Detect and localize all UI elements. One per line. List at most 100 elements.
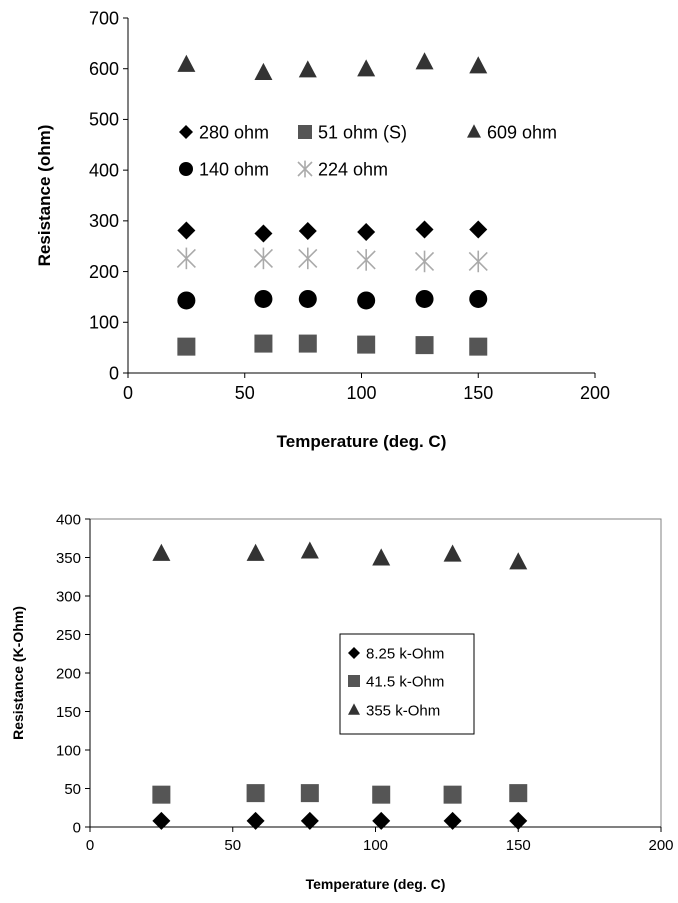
y-tick-label: 200 (56, 665, 81, 682)
data-point-triangle (415, 52, 434, 70)
y-tick-label: 500 (89, 110, 119, 130)
series-square (152, 784, 528, 804)
data-point-square (254, 334, 273, 353)
data-point-square (177, 337, 196, 356)
y-axis-title: Resistance (K-Ohm) (10, 606, 26, 740)
data-point-square (469, 337, 488, 356)
data-point-diamond (357, 223, 376, 242)
data-point-asterisk (468, 250, 488, 273)
series-square (177, 334, 488, 356)
data-point-diamond (415, 220, 434, 239)
legend-label: 8.25 k-Ohm (366, 645, 444, 662)
y-tick-label: 150 (56, 704, 81, 721)
data-point-triangle (443, 544, 462, 562)
legend-marker-triangle (348, 703, 360, 715)
x-axis-title: Temperature (deg. C) (277, 432, 447, 451)
y-tick-label: 300 (89, 211, 119, 231)
data-point-circle (298, 289, 317, 308)
legend: 280 ohm 51 ohm (S) 609 ohm 140 ohm 224 ohm (179, 122, 557, 179)
series-diamond (177, 220, 488, 243)
data-point-square (509, 784, 528, 803)
legend: 8.25 k-Ohm 41.5 k-Ohm 355 k-Ohm (339, 633, 475, 735)
series-asterisk (176, 247, 488, 273)
data-point-square (415, 336, 434, 355)
y-tick-label: 400 (56, 511, 81, 528)
y-tick-label: 300 (56, 588, 81, 605)
legend-marker-square (298, 125, 312, 139)
data-point-diamond (152, 811, 171, 830)
legend-marker-square (348, 675, 360, 687)
data-point-square (298, 334, 317, 353)
y-tick-label: 250 (56, 627, 81, 644)
y-tick-label: 400 (89, 160, 119, 180)
data-point-square (357, 335, 376, 354)
data-point-square (152, 785, 171, 804)
data-point-triangle (509, 552, 528, 570)
data-point-diamond (177, 221, 196, 240)
x-tick-label: 100 (363, 837, 388, 854)
legend-label: 355 k-Ohm (366, 702, 440, 719)
data-point-asterisk (253, 247, 273, 270)
data-point-triangle (469, 56, 488, 74)
x-tick-label: 150 (506, 837, 531, 854)
data-point-triangle (372, 548, 391, 566)
data-point-square (443, 785, 462, 804)
data-point-asterisk (356, 249, 376, 271)
legend-label: 280 ohm (199, 122, 269, 142)
y-tick-label: 100 (89, 313, 119, 333)
data-point-circle (357, 291, 376, 310)
data-point-circle (254, 289, 273, 308)
x-tick-label: 200 (648, 837, 673, 854)
chart-2: 0 50 100 150 200 0 50 100 150 200 250 300 350 400 Temp… (10, 511, 674, 892)
x-tick-label: 0 (86, 837, 94, 854)
data-point-triangle (357, 59, 376, 77)
chart-1: 0 50 100 150 200 0 100 200 300 400 500 600 700 Temper… (35, 8, 610, 451)
data-point-asterisk (176, 247, 196, 270)
data-point-circle (177, 291, 196, 310)
x-tick-label: 100 (346, 383, 376, 403)
data-point-diamond (372, 811, 391, 830)
data-point-triangle (177, 54, 196, 72)
data-point-circle (415, 289, 434, 308)
legend-marker-circle (179, 162, 193, 176)
data-point-diamond (254, 224, 273, 243)
y-tick-label: 600 (89, 59, 119, 79)
y-tick-label: 50 (64, 781, 81, 798)
legend-label: 51 ohm (S) (318, 122, 407, 142)
data-point-asterisk (414, 250, 435, 273)
legend-label: 224 ohm (318, 159, 388, 179)
data-point-circle (469, 289, 488, 308)
series-triangle (177, 52, 488, 80)
data-point-asterisk (298, 247, 318, 270)
x-tick-label: 0 (123, 383, 133, 403)
data-point-diamond (469, 220, 488, 239)
legend-frame (339, 633, 475, 735)
data-point-square (300, 784, 319, 803)
data-point-triangle (254, 62, 273, 80)
legend-marker-asterisk (297, 160, 313, 178)
legend-marker-triangle (467, 124, 481, 138)
x-tick-label: 200 (580, 383, 610, 403)
series-triangle (152, 541, 528, 570)
legend-label: 140 ohm (199, 159, 269, 179)
data-point-triangle (298, 60, 317, 78)
y-tick-label: 200 (89, 262, 119, 282)
data-point-diamond (298, 222, 317, 240)
legend-label: 41.5 k-Ohm (366, 673, 444, 690)
data-point-square (246, 784, 265, 803)
x-tick-label: 50 (235, 383, 255, 403)
legend-label: 609 ohm (487, 122, 557, 142)
y-tick-label: 100 (56, 742, 81, 759)
data-point-square (372, 785, 391, 804)
y-tick-label: 0 (73, 819, 81, 836)
x-tick-label: 150 (463, 383, 493, 403)
y-tick-label: 700 (89, 8, 119, 28)
series-diamond (152, 811, 528, 830)
data-point-diamond (443, 811, 462, 830)
legend-marker-diamond (348, 647, 360, 659)
data-point-triangle (246, 543, 265, 561)
y-tick-label: 0 (109, 363, 119, 383)
data-point-diamond (509, 811, 528, 830)
data-point-diamond (246, 811, 265, 830)
